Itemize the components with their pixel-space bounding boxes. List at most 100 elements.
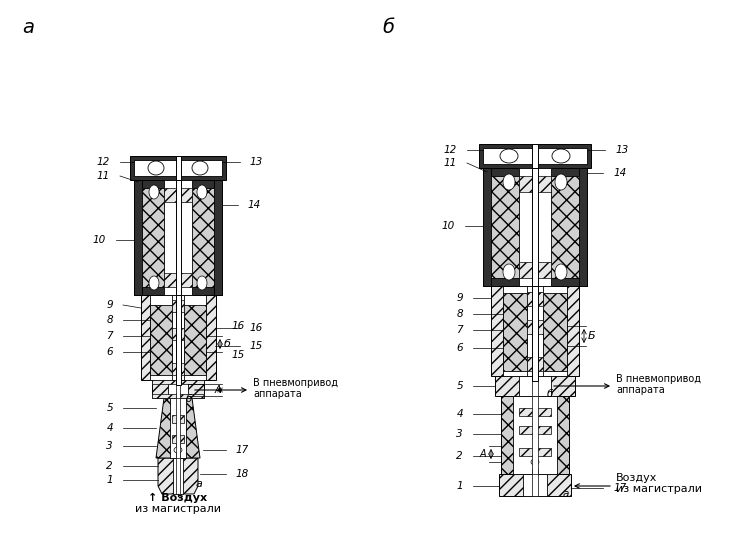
Bar (134, 287, 222, 295)
Text: 7: 7 (106, 331, 113, 341)
Bar (152, 380, 204, 398)
Bar (141, 295, 216, 380)
Text: Б: Б (587, 331, 595, 341)
Ellipse shape (197, 276, 207, 290)
Bar (543, 293, 567, 371)
Bar (523, 474, 547, 496)
Text: 14: 14 (248, 200, 261, 210)
Text: 16: 16 (250, 323, 263, 333)
Bar (152, 380, 204, 384)
Bar (532, 396, 538, 474)
Text: 12: 12 (97, 157, 110, 167)
Text: 8: 8 (106, 315, 113, 325)
Bar (483, 148, 587, 164)
Bar (164, 180, 192, 295)
Polygon shape (158, 458, 198, 494)
Bar (519, 168, 551, 286)
Bar (519, 426, 551, 434)
Bar (176, 380, 180, 398)
Text: a: a (563, 489, 569, 499)
Text: 12: 12 (444, 145, 457, 155)
Bar (170, 398, 186, 458)
Bar (545, 176, 579, 278)
Bar (483, 168, 491, 286)
Text: 9: 9 (106, 300, 113, 310)
Text: б: б (186, 394, 192, 404)
Bar (176, 436, 180, 494)
Bar (130, 156, 226, 180)
Text: 15: 15 (231, 350, 244, 360)
Text: В пневмопривод: В пневмопривод (616, 374, 701, 384)
Bar (527, 286, 543, 376)
Text: из магистрали: из магистрали (135, 504, 221, 514)
Bar (527, 292, 543, 306)
Ellipse shape (531, 459, 539, 465)
Bar (495, 376, 575, 396)
Text: б: б (224, 339, 230, 349)
Bar (503, 286, 567, 376)
Text: 2: 2 (106, 461, 113, 471)
Bar (176, 393, 180, 458)
Text: Воздух: Воздух (616, 473, 657, 483)
Text: a: a (196, 479, 202, 489)
Bar (176, 180, 181, 295)
Text: 9: 9 (456, 293, 463, 303)
Ellipse shape (552, 149, 570, 163)
Text: 13: 13 (615, 145, 628, 155)
Text: 11: 11 (97, 171, 110, 181)
Bar (532, 144, 538, 168)
Text: 15: 15 (250, 341, 263, 351)
Text: 4: 4 (456, 409, 463, 419)
Bar (519, 376, 551, 396)
Bar (184, 305, 206, 375)
Ellipse shape (197, 185, 207, 199)
Text: 8: 8 (456, 309, 463, 319)
Text: 17: 17 (236, 445, 249, 455)
Bar (503, 293, 527, 371)
Ellipse shape (555, 174, 567, 190)
Bar (168, 380, 188, 398)
Text: 18: 18 (236, 469, 249, 479)
Bar (532, 469, 538, 496)
Text: 7: 7 (456, 325, 463, 335)
Text: 2: 2 (456, 451, 463, 461)
Bar (501, 396, 569, 474)
Text: 10: 10 (442, 221, 455, 231)
Bar (172, 295, 184, 380)
Text: 6: 6 (456, 343, 463, 353)
Bar (483, 278, 587, 286)
Text: 11: 11 (444, 158, 457, 168)
Ellipse shape (503, 264, 515, 280)
Text: 3: 3 (106, 441, 113, 451)
Text: 6: 6 (106, 347, 113, 357)
Polygon shape (156, 398, 200, 458)
Text: аппарата: аппарата (253, 389, 302, 399)
Bar (176, 156, 181, 180)
Bar (150, 295, 206, 380)
Text: 1: 1 (456, 481, 463, 491)
Ellipse shape (555, 264, 567, 280)
Ellipse shape (500, 149, 518, 163)
Bar (142, 188, 170, 287)
Bar (164, 188, 192, 202)
Bar (491, 286, 579, 376)
Text: аппарата: аппарата (616, 385, 664, 395)
Bar (513, 396, 557, 474)
Text: 4: 4 (106, 423, 113, 433)
Text: 3: 3 (456, 429, 463, 439)
Bar (527, 357, 543, 371)
Text: ↑ Воздух: ↑ Воздух (148, 493, 208, 503)
Ellipse shape (192, 161, 208, 175)
Ellipse shape (503, 174, 515, 190)
Bar (152, 394, 204, 398)
Bar (172, 300, 184, 312)
Bar (499, 474, 571, 496)
Bar (532, 376, 538, 396)
Bar (532, 281, 538, 381)
Bar (479, 144, 591, 168)
Bar (164, 273, 192, 287)
Bar (214, 180, 222, 295)
Ellipse shape (149, 276, 159, 290)
Bar (532, 168, 538, 286)
Bar (134, 160, 222, 176)
